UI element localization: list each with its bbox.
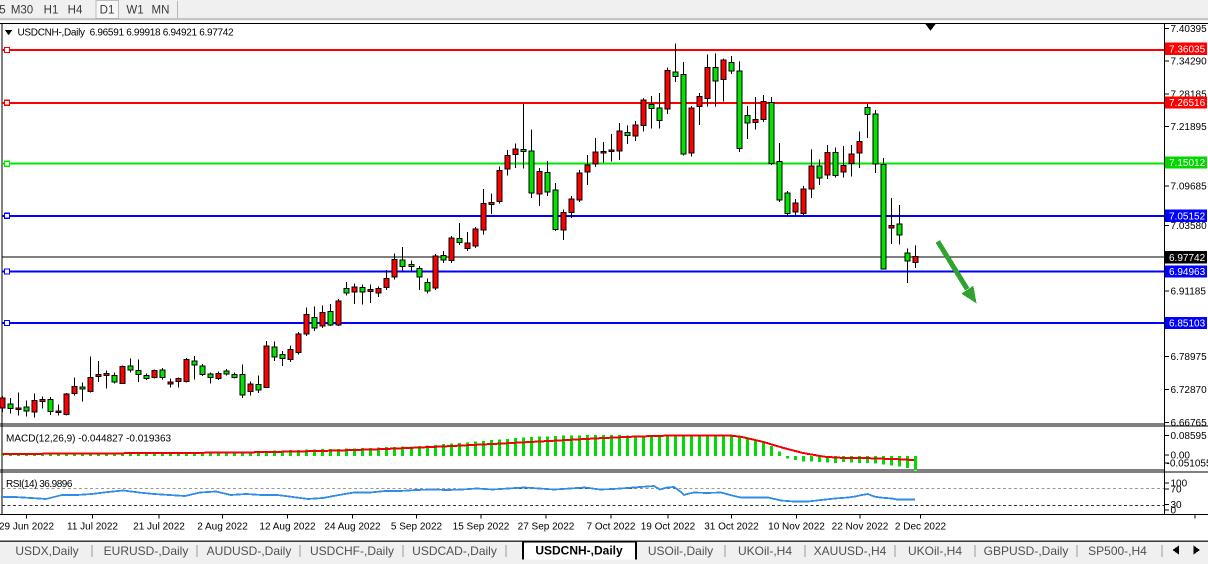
svg-text:7.05152: 7.05152 bbox=[1169, 211, 1206, 222]
svg-text:D1: D1 bbox=[100, 5, 115, 17]
svg-text:6.72870: 6.72870 bbox=[1171, 385, 1208, 396]
svg-text:31 Oct 2022: 31 Oct 2022 bbox=[704, 522, 759, 533]
svg-text:30: 30 bbox=[1171, 500, 1183, 511]
svg-text:GBPUSD-,Daily: GBPUSD-,Daily bbox=[984, 544, 1069, 558]
svg-text:USDX,Daily: USDX,Daily bbox=[15, 544, 78, 558]
svg-text:XAUUSD-,H4: XAUUSD-,H4 bbox=[814, 544, 887, 558]
svg-text:29 Jun 2022: 29 Jun 2022 bbox=[0, 522, 54, 533]
svg-text:27 Sep 2022: 27 Sep 2022 bbox=[518, 522, 575, 533]
svg-text:11 Jul 2022: 11 Jul 2022 bbox=[67, 522, 118, 533]
svg-text:6.94963: 6.94963 bbox=[1169, 267, 1206, 278]
svg-text:M30: M30 bbox=[11, 5, 33, 17]
svg-text:USDCNH-,Daily: USDCNH-,Daily bbox=[535, 544, 623, 558]
svg-text:2 Dec 2022: 2 Dec 2022 bbox=[895, 522, 947, 533]
svg-text:SP500-,H4: SP500-,H4 bbox=[1088, 544, 1147, 558]
svg-text:W1: W1 bbox=[126, 5, 143, 17]
svg-text:0.00: 0.00 bbox=[1171, 450, 1191, 461]
svg-text:0.08595: 0.08595 bbox=[1171, 431, 1208, 442]
svg-text:EURUSD-,Daily: EURUSD-,Daily bbox=[104, 544, 189, 558]
svg-text:USOil-,Daily: USOil-,Daily bbox=[648, 544, 713, 558]
svg-text:10 Nov 2022: 10 Nov 2022 bbox=[768, 522, 825, 533]
svg-text:6.66765: 6.66765 bbox=[1171, 418, 1208, 429]
svg-text:MACD(12,26,9) -0.044827 -0.019: MACD(12,26,9) -0.044827 -0.019363 bbox=[6, 434, 172, 445]
svg-text:6.91185: 6.91185 bbox=[1171, 287, 1207, 298]
svg-text:7.36035: 7.36035 bbox=[1169, 44, 1206, 55]
svg-text:USDCNH-,Daily 6.96591 6.99918: USDCNH-,Daily 6.96591 6.99918 6.94921 6.… bbox=[18, 27, 235, 38]
svg-text:7.28185: 7.28185 bbox=[1171, 90, 1208, 101]
svg-text:21 Jul 2022: 21 Jul 2022 bbox=[133, 522, 185, 533]
svg-text:UKOil-,H4: UKOil-,H4 bbox=[908, 544, 962, 558]
svg-text:MN: MN bbox=[152, 5, 170, 17]
svg-text:USDCHF-,Daily: USDCHF-,Daily bbox=[310, 544, 394, 558]
svg-text:-0.051055: -0.051055 bbox=[1167, 458, 1208, 469]
svg-text:USDCAD-,Daily: USDCAD-,Daily bbox=[412, 544, 497, 558]
svg-text:6.78975: 6.78975 bbox=[1171, 352, 1208, 363]
svg-text:24 Aug 2022: 24 Aug 2022 bbox=[324, 522, 381, 533]
svg-text:7.34290: 7.34290 bbox=[1171, 57, 1208, 68]
svg-text:7.40395: 7.40395 bbox=[1171, 24, 1208, 35]
svg-text:100: 100 bbox=[1171, 479, 1188, 490]
svg-text:2 Aug 2022: 2 Aug 2022 bbox=[197, 522, 248, 533]
svg-text:7.15012: 7.15012 bbox=[1169, 158, 1206, 169]
svg-text:7.09685: 7.09685 bbox=[1171, 182, 1208, 193]
svg-text:12 Aug 2022: 12 Aug 2022 bbox=[259, 522, 316, 533]
svg-text:22 Nov 2022: 22 Nov 2022 bbox=[832, 522, 889, 533]
svg-text:RSI(14) 36.9896: RSI(14) 36.9896 bbox=[6, 479, 73, 490]
svg-text:6.85103: 6.85103 bbox=[1169, 319, 1206, 330]
svg-text:19 Oct 2022: 19 Oct 2022 bbox=[641, 522, 696, 533]
svg-text:5 Sep 2022: 5 Sep 2022 bbox=[391, 522, 443, 533]
svg-text:AUDUSD-,Daily: AUDUSD-,Daily bbox=[207, 544, 292, 558]
svg-text:7.26516: 7.26516 bbox=[1169, 98, 1206, 109]
svg-text:5: 5 bbox=[0, 5, 6, 17]
svg-text:7.21895: 7.21895 bbox=[1171, 122, 1208, 133]
svg-text:70: 70 bbox=[1171, 485, 1183, 496]
svg-text:0: 0 bbox=[1171, 506, 1177, 517]
svg-text:H1: H1 bbox=[44, 5, 59, 17]
svg-text:UKOil-,H4: UKOil-,H4 bbox=[738, 544, 792, 558]
svg-text:6.97742: 6.97742 bbox=[1169, 253, 1206, 264]
svg-text:H4: H4 bbox=[68, 5, 83, 17]
svg-text:7 Oct 2022: 7 Oct 2022 bbox=[587, 522, 636, 533]
svg-text:15 Sep 2022: 15 Sep 2022 bbox=[453, 522, 510, 533]
svg-text:7.03580: 7.03580 bbox=[1171, 221, 1208, 232]
